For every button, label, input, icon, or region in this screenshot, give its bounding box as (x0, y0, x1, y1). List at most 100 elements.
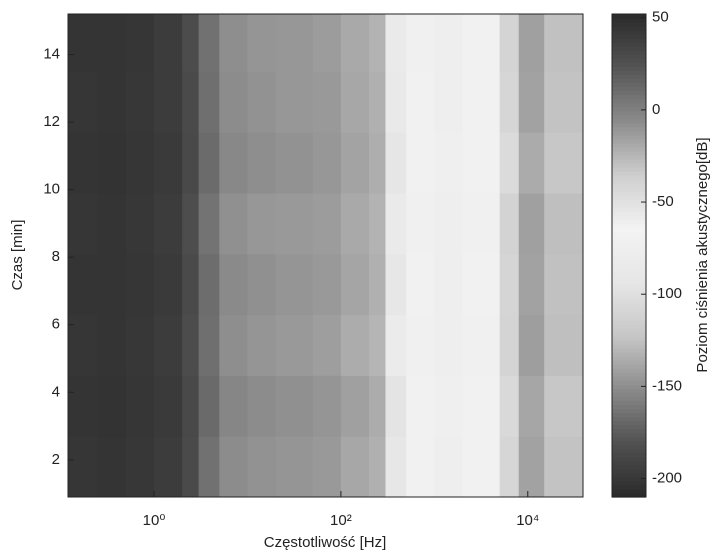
heatmap-cell (182, 375, 200, 437)
heatmap-cell (68, 253, 99, 316)
colorbar-step (612, 122, 646, 128)
colorbar-step (612, 86, 646, 92)
colorbar-step (612, 263, 646, 269)
colorbar-step (612, 295, 646, 301)
heatmap-cell (154, 132, 183, 194)
colorbar-step (612, 452, 646, 458)
colorbar-frame (611, 13, 647, 498)
heatmap-cell (462, 436, 501, 498)
colorbar-step (612, 114, 646, 120)
colorbar-step (612, 183, 646, 188)
colorbar-step (612, 396, 646, 401)
heatmap-cell (499, 253, 520, 316)
heatmap-cell (462, 253, 501, 316)
colorbar-step (612, 279, 646, 285)
colorbar-step (612, 66, 646, 71)
heatmap-cell (68, 314, 99, 376)
colorbar-step (612, 428, 646, 434)
heatmap-cell (68, 436, 99, 498)
colorbar-step (612, 484, 646, 490)
colorbar-step (612, 480, 646, 486)
heatmap-cell (434, 314, 463, 376)
heatmap-cell (544, 71, 584, 133)
plot-frame (67, 13, 584, 498)
heatmap-cell (340, 436, 370, 498)
heatmap-cell (312, 436, 342, 498)
heatmap-cell (247, 314, 277, 376)
colorbar-step (612, 468, 646, 474)
colorbar-step (612, 42, 646, 47)
heatmap-cell (125, 14, 155, 72)
colorbar-step (612, 372, 646, 377)
heatmap-cell (275, 14, 314, 72)
heatmap-cell (462, 132, 501, 194)
colorbar-step (612, 102, 646, 108)
heatmap-cell (499, 314, 520, 376)
heatmap-cell (499, 71, 520, 133)
colorbar-step (612, 94, 646, 100)
colorbar-step (612, 14, 646, 19)
heatmap-cell (385, 375, 407, 437)
heatmap-cell (275, 132, 314, 194)
heatmap-cell (340, 132, 370, 194)
colorbar-step (612, 34, 646, 39)
heatmap-cell (544, 375, 584, 437)
heatmap-cell (544, 314, 584, 376)
colorbar-step (612, 110, 646, 116)
heatmap-cell (462, 314, 501, 376)
heatmap-cell (182, 193, 200, 255)
heatmap-cell (369, 14, 386, 72)
heatmap-cell (406, 14, 435, 72)
colorbar-step (612, 126, 646, 132)
heatmap-cell (544, 14, 584, 72)
colorbar-step (612, 436, 646, 442)
heatmap-cell (369, 253, 386, 316)
heatmap-cell (518, 375, 545, 437)
heatmap-cell (182, 253, 200, 316)
colorbar-step (612, 448, 646, 454)
colorbar-step (612, 412, 646, 418)
heatmap-cell (369, 193, 386, 255)
heatmap-cell (275, 253, 314, 316)
heatmap-cell (544, 193, 584, 255)
heatmap-cell (434, 71, 463, 133)
colorbar-step (612, 311, 646, 317)
heatmap-cell (369, 375, 386, 437)
heatmap-cell (544, 436, 584, 498)
heatmap-cell (198, 375, 220, 437)
colorbar-step (612, 287, 646, 293)
colorbar-step (612, 303, 646, 309)
colorbar-step (612, 142, 646, 148)
colorbar-step (612, 336, 646, 341)
heatmap-cell (219, 436, 248, 498)
colorbar-step (612, 38, 646, 43)
heatmap-cell (97, 132, 127, 194)
colorbar-step (612, 352, 646, 357)
heatmap-cell (406, 375, 435, 437)
colorbar-step (612, 50, 646, 55)
colorbar-step (612, 299, 646, 305)
heatmap-cell (369, 132, 386, 194)
heatmap-cell (385, 436, 407, 498)
heatmap-cell (499, 132, 520, 194)
heatmap-cell (97, 193, 127, 255)
heatmap-cell (68, 193, 99, 255)
heatmap-cell (518, 314, 545, 376)
heatmap-cell (247, 375, 277, 437)
colorbar-step (612, 46, 646, 51)
colorbar-step (612, 98, 646, 104)
heatmap-cell (154, 253, 183, 316)
heatmap-cell (247, 132, 277, 194)
colorbar-step (612, 74, 646, 79)
heatmap-cell (518, 71, 545, 133)
colorbar-step (612, 348, 646, 353)
heatmap-cell (247, 193, 277, 255)
colorbar-step (612, 30, 646, 35)
heatmap-cell (406, 436, 435, 498)
heatmap-cell (518, 253, 545, 316)
colorbar-step (612, 432, 646, 438)
heatmap-cell (385, 132, 407, 194)
heatmap-cell (275, 314, 314, 376)
heatmap-cell (518, 436, 545, 498)
